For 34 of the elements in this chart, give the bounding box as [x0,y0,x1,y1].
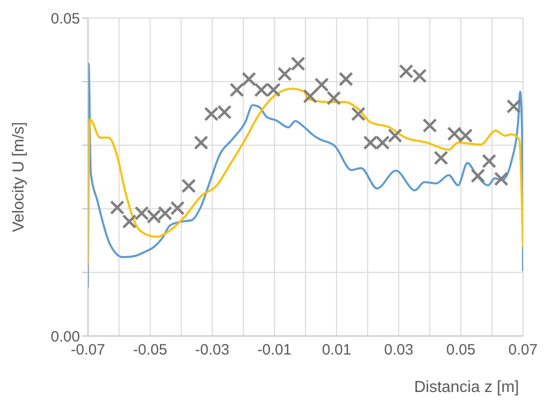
point [242,72,256,86]
x-tick-label: 0.05 [446,342,476,359]
point [482,154,496,168]
x-tick-label: 0.01 [322,342,352,359]
x-tick-label: -0.01 [257,342,292,359]
point [351,106,366,122]
x-axis-title: Distancia z [m] [414,379,519,396]
point [422,118,438,133]
x-tick-label: 0.03 [384,342,414,359]
point [434,150,448,166]
point [506,99,521,114]
point [194,135,208,150]
point [470,168,486,183]
y-axis-title: Velocity U [m/s] [10,122,28,232]
point [277,66,292,82]
x-tick-label: -0.03 [195,342,230,359]
point [388,128,402,143]
point [494,172,508,186]
point [412,68,427,84]
line-series [88,88,523,266]
point [326,90,342,106]
point [302,88,318,104]
point [338,72,354,86]
x-tick-label: 0.07 [508,342,538,359]
point [110,200,124,215]
point [181,178,196,194]
point [314,78,329,92]
point [170,200,185,216]
point [398,64,414,79]
line-series [88,62,523,289]
point [290,56,306,72]
point [122,214,137,229]
point [230,82,244,98]
x-tick-label: -0.05 [133,342,168,359]
